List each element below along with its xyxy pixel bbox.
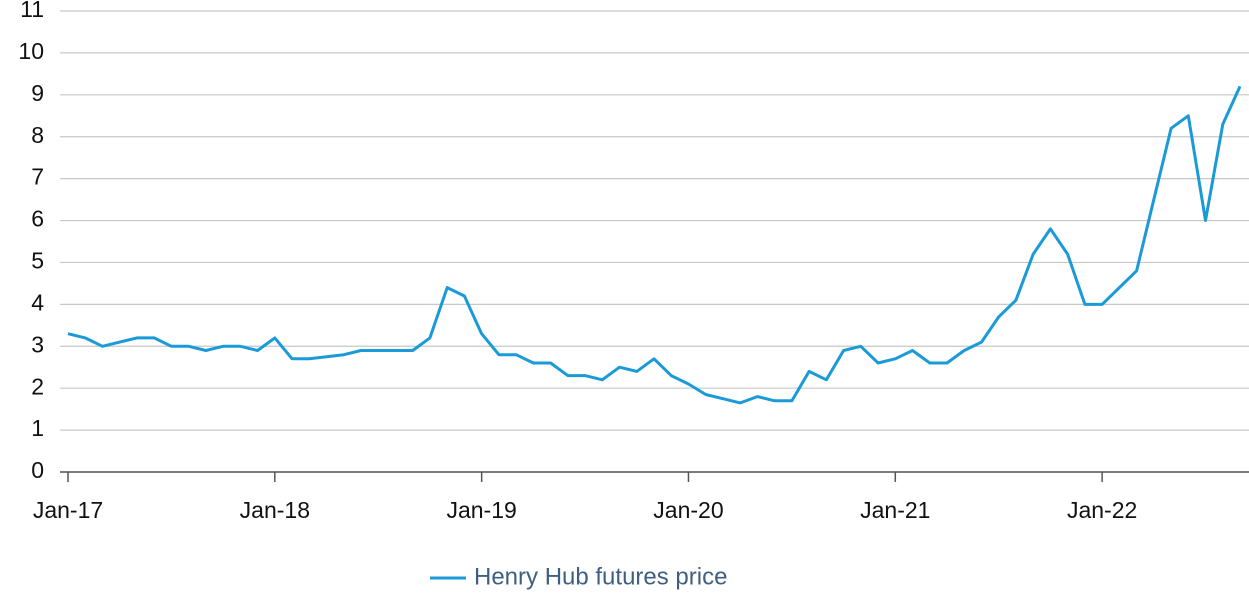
data-line: [67, 85, 1242, 405]
x-tick-label: Jan-22: [1067, 497, 1137, 523]
y-tick-label: 10: [18, 38, 44, 64]
y-tick-label: 1: [31, 415, 44, 441]
x-tick-label: Jan-19: [446, 497, 516, 523]
y-tick-label: 9: [31, 80, 44, 106]
y-tick-label: 11: [20, 0, 44, 22]
legend-label: Henry Hub futures price: [474, 563, 727, 590]
y-tick-label: 5: [31, 248, 44, 274]
x-tick-label: Jan-17: [33, 497, 103, 523]
y-tick-label: 4: [31, 289, 44, 315]
y-tick-label: 3: [31, 331, 44, 357]
x-tick-label: Jan-18: [240, 497, 310, 523]
y-tick-label: 7: [31, 164, 44, 190]
y-tick-label: 8: [31, 122, 44, 148]
x-tick-label: Jan-21: [860, 497, 930, 523]
y-tick-label: 0: [31, 457, 44, 483]
y-tick-label: 6: [31, 206, 44, 232]
x-tick-label: Jan-20: [653, 497, 723, 523]
y-tick-label: 2: [31, 373, 44, 399]
